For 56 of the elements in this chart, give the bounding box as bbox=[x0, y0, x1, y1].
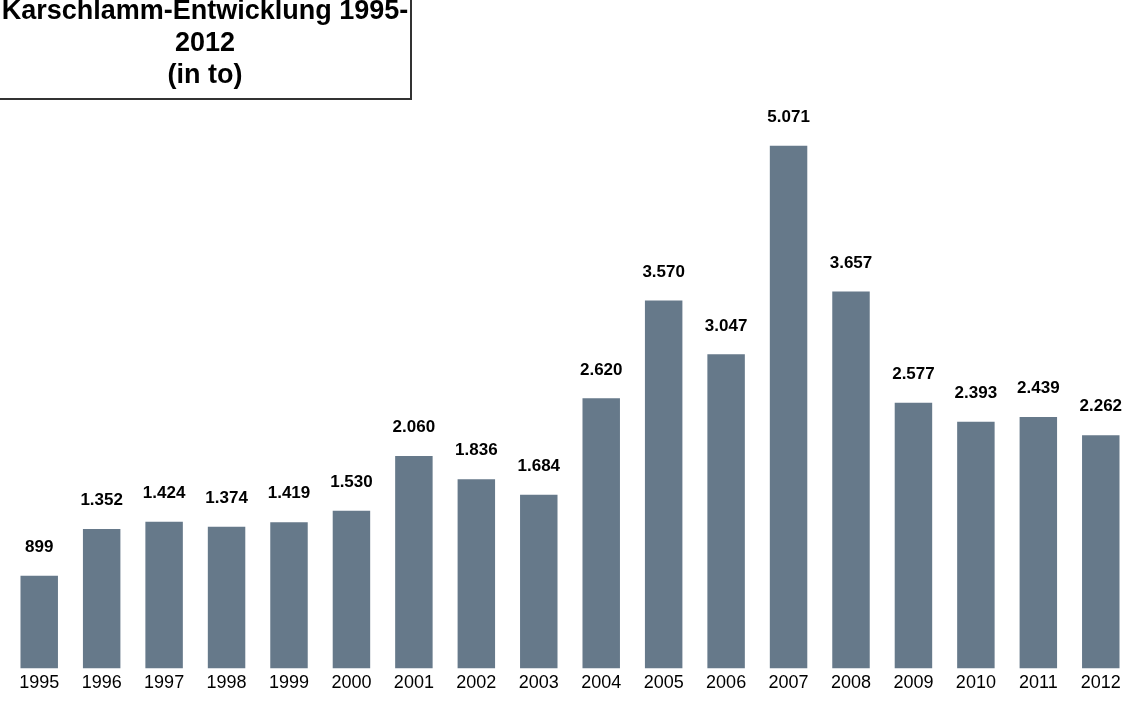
bar bbox=[894, 402, 933, 669]
x-tick-label: 1999 bbox=[268, 672, 310, 693]
bar bbox=[332, 510, 371, 669]
bar bbox=[769, 145, 808, 669]
x-tick-label: 1997 bbox=[144, 672, 185, 693]
data-label: 1.419 bbox=[267, 483, 311, 503]
bar bbox=[145, 521, 183, 669]
data-label: 2.439 bbox=[1017, 378, 1060, 398]
data-label: 1.530 bbox=[330, 471, 373, 491]
bar bbox=[1019, 417, 1058, 669]
bar bbox=[707, 354, 745, 669]
bar bbox=[395, 456, 433, 669]
data-label: 2.620 bbox=[579, 359, 623, 379]
x-tick-label: 2007 bbox=[768, 672, 809, 693]
bar bbox=[1082, 435, 1120, 669]
x-tick-label: 2006 bbox=[706, 672, 747, 693]
bar bbox=[582, 398, 620, 669]
data-label: 3.657 bbox=[829, 252, 873, 272]
x-tick-label: 2005 bbox=[643, 672, 684, 693]
x-tick-label: 2001 bbox=[393, 672, 434, 693]
x-tick-label: 2002 bbox=[456, 672, 497, 693]
x-tick-label: 2003 bbox=[518, 672, 559, 693]
x-tick-label: 1995 bbox=[19, 672, 60, 693]
x-tick-label: 2009 bbox=[893, 672, 934, 693]
x-tick-label: 2011 bbox=[1018, 672, 1058, 693]
bar bbox=[957, 421, 995, 669]
x-tick-label: 2000 bbox=[331, 672, 372, 693]
x-tick-label: 2012 bbox=[1080, 672, 1121, 693]
bar bbox=[20, 575, 58, 669]
data-label: 1.684 bbox=[517, 456, 561, 476]
data-label: 1.424 bbox=[142, 482, 186, 502]
bar bbox=[520, 494, 558, 669]
data-label: 5.071 bbox=[767, 106, 810, 126]
bar bbox=[82, 529, 121, 669]
data-label: 2.060 bbox=[392, 417, 436, 437]
data-label: 2.262 bbox=[1079, 396, 1123, 416]
x-tick-label: 2008 bbox=[830, 672, 872, 693]
bar bbox=[270, 522, 308, 669]
data-label: 3.570 bbox=[642, 261, 685, 281]
x-tick-label: 2004 bbox=[581, 672, 622, 693]
x-tick-label: 1998 bbox=[206, 672, 247, 693]
bar bbox=[832, 291, 870, 669]
x-tick-label: 2010 bbox=[955, 672, 996, 693]
data-label: 1.352 bbox=[80, 490, 123, 510]
chart-title: Karschlamm-Entwicklung 1995-2012 bbox=[0, 0, 410, 58]
bar bbox=[644, 300, 683, 669]
data-label: 1.836 bbox=[455, 440, 498, 460]
chart-subtitle: (in to) bbox=[166, 58, 244, 90]
data-label: 899 bbox=[25, 536, 54, 556]
x-tick-label: 1996 bbox=[81, 672, 122, 693]
data-label: 2.577 bbox=[892, 363, 935, 383]
data-label: 3.047 bbox=[704, 315, 748, 335]
bar bbox=[207, 526, 246, 669]
data-label: 2.393 bbox=[954, 382, 998, 402]
bar bbox=[457, 479, 496, 669]
data-label: 1.374 bbox=[205, 487, 249, 507]
